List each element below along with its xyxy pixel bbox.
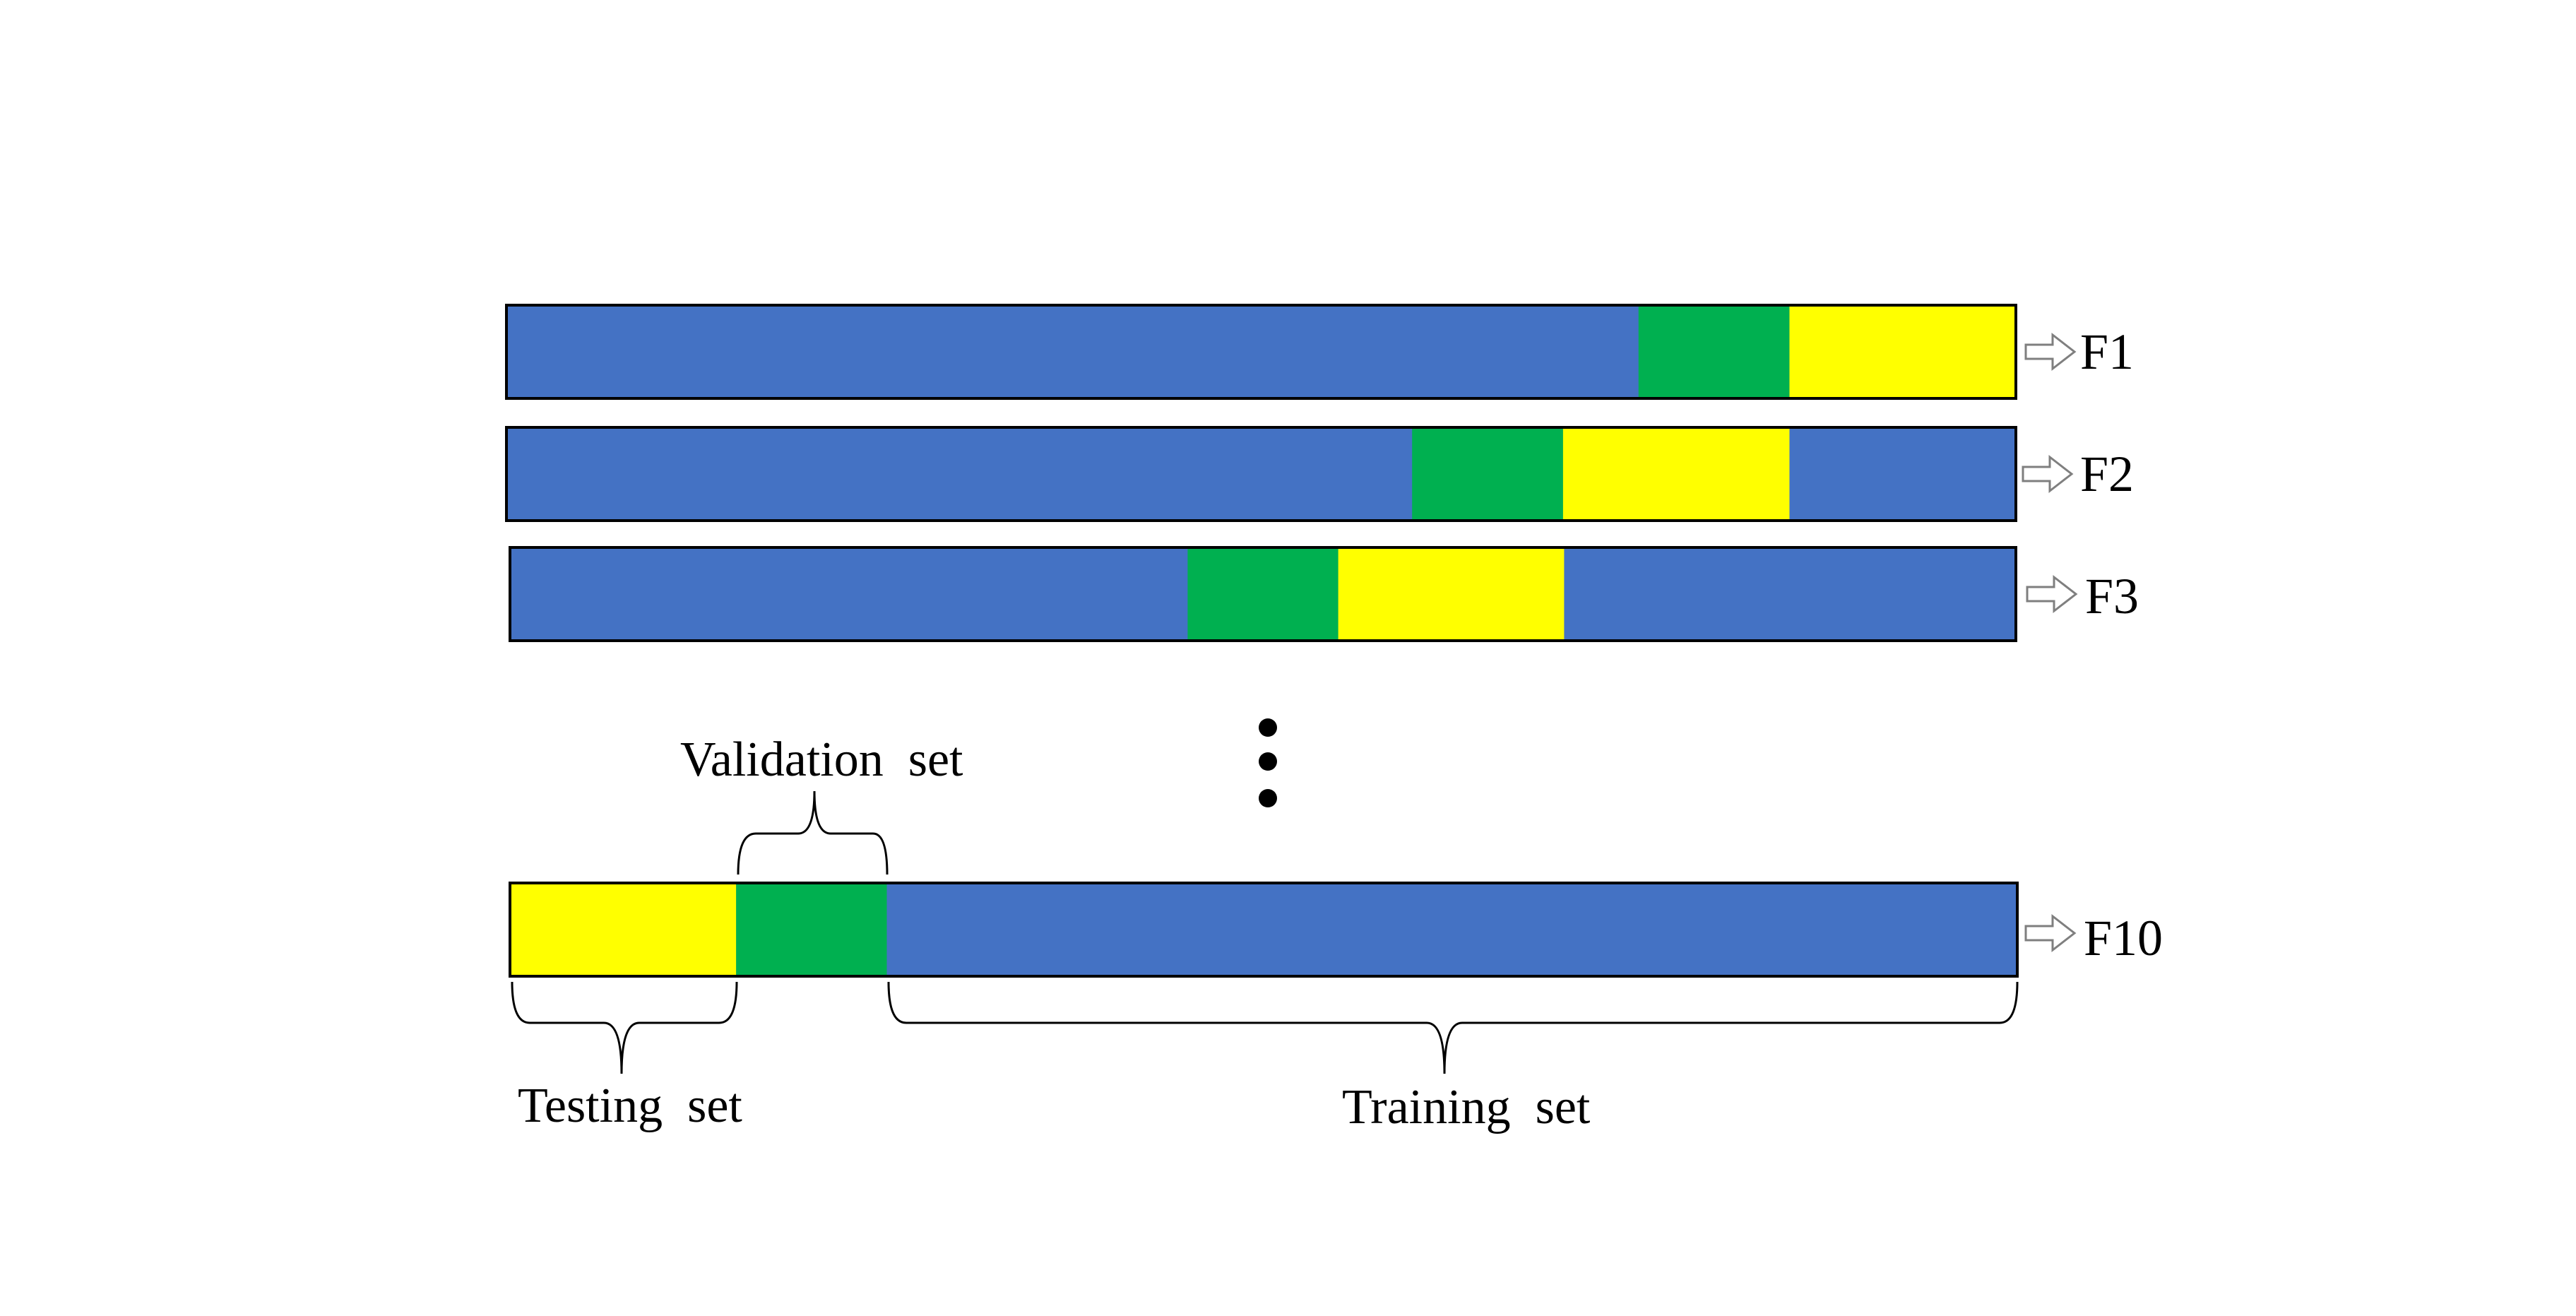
testing-set-label: Testing set [518, 1079, 742, 1133]
fold-label-f3: F3 [2085, 568, 2139, 624]
validation-segment [1638, 305, 1790, 398]
curly-brace-icon [887, 981, 2019, 1074]
fold-bar-border [509, 882, 2019, 978]
testing-segment [1789, 305, 2017, 398]
training-segment [506, 305, 1639, 398]
hollow-right-arrow-icon [2024, 332, 2077, 372]
validation-set-label: Validation set [680, 733, 963, 787]
fold-bar-border [505, 304, 2017, 400]
hollow-right-arrow-icon [2026, 574, 2078, 614]
fold-bar-border [505, 426, 2017, 522]
fold-bar-f3 [509, 546, 2017, 642]
training-segment [510, 547, 1188, 641]
testing-segment [1338, 547, 1565, 641]
fold-bar-f1 [505, 304, 2017, 400]
hollow-right-arrow-icon [2022, 454, 2074, 494]
validation-segment [736, 883, 887, 976]
training-segment [1564, 547, 2017, 641]
training-segment [506, 427, 1413, 521]
fold-label-f1: F1 [2080, 324, 2134, 380]
curly-brace-icon [511, 981, 738, 1074]
training-set-label: Training set [1342, 1080, 1591, 1134]
testing-segment [510, 883, 737, 976]
vertical-ellipsis-icon [1259, 718, 1277, 807]
fold-bar-border [509, 546, 2017, 642]
training-segment [886, 883, 2018, 976]
fold-label-f2: F2 [2080, 446, 2134, 502]
training-segment [1789, 427, 2017, 521]
validation-segment [1187, 547, 1339, 641]
validation-segment [1412, 427, 1564, 521]
fold-label-f10: F10 [2084, 910, 2163, 966]
curly-brace-icon [737, 790, 889, 875]
testing-segment [1562, 427, 1790, 521]
hollow-right-arrow-icon [2024, 913, 2077, 953]
fold-bar-f10 [509, 882, 2019, 978]
fold-bar-f2 [505, 426, 2017, 522]
